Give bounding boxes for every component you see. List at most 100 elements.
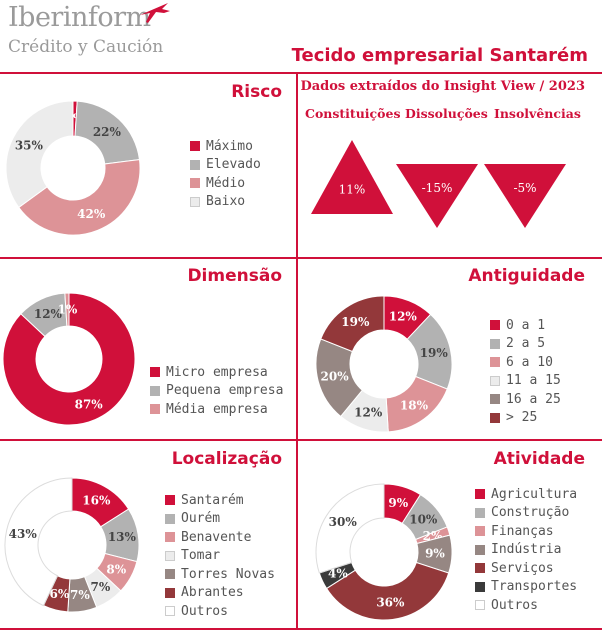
antiguidade-slice-label-3: 12% [354,406,383,420]
atividade-slice-4 [325,561,450,621]
dimensao-legend-swatch [150,367,160,378]
atividade-legend-swatch [475,581,485,592]
antiguidade-legend-swatch [490,412,500,423]
atividade-legend-swatch [475,526,485,537]
localizacao-donut-chart: 16%13%8%7%7%6%43% [4,477,140,613]
atividade-slice-label-6: 30% [329,515,358,529]
insight-triangle-label-1: -15% [422,181,453,195]
antiguidade-legend-item: 0 a 1 [490,316,561,335]
dimensao-legend-swatch [150,385,160,396]
dimensao-slice-label-1: 12% [34,307,63,321]
insight-triangle-1 [396,164,478,228]
divider-top [0,72,602,74]
localizacao-legend-swatch [165,532,175,543]
risco-legend-item: Médio [190,174,261,193]
insight-triangle-label-2: -5% [513,181,536,195]
atividade-slice-label-1: 10% [409,512,438,526]
atividade-donut-chart: 9%10%2%9%36%4%30% [315,483,453,621]
dimensao-legend-item: Micro empresa [150,363,283,382]
risco-slice-label-2: 42% [77,207,106,221]
localizacao-legend-swatch [165,550,175,561]
insight-triangle-label-0: 11% [339,182,366,196]
divider-row2 [0,439,602,441]
atividade-legend-item: Agricultura [475,485,577,504]
antiguidade-legend-label: > 25 [506,410,538,426]
risco-legend-label: Elevado [206,157,261,173]
risco-legend-swatch [190,141,200,152]
localizacao-legend-item: Abrantes [165,584,275,603]
insight-col-insolvencias: Insolvências [494,106,581,121]
localizacao-legend-item: Benavente [165,528,275,547]
atividade-legend-label: Outros [491,597,538,613]
atividade-legend-swatch [475,507,485,518]
risco-legend-swatch [190,159,200,170]
antiguidade-legend-item: 6 a 10 [490,353,561,372]
localizacao-legend-swatch [165,587,175,598]
atividade-legend-item: Finanças [475,522,577,541]
brand-logo-tagline: Crédito y Caución [8,37,164,57]
localizacao-slice-label-3: 7% [91,580,111,594]
atividade-slice-label-4: 36% [376,596,405,610]
antiguidade-slice-5 [320,295,385,353]
localizacao-legend-item: Outros [165,602,275,621]
atividade-slice-label-5: 4% [328,567,348,581]
localizacao-slice-label-0: 16% [82,494,111,508]
atividade-legend-swatch [475,563,485,574]
atividade-legend-swatch [475,489,485,500]
antiguidade-legend-swatch [490,320,500,331]
antiguidade-legend-label: 6 a 10 [506,354,553,370]
risco-legend: Máximo Elevado Médio Baixo [190,137,261,211]
dimensao-donut-chart: 87% 12%1% [2,292,136,426]
localizacao-slice-label-1: 13% [108,530,137,544]
risco-legend-swatch [190,178,200,189]
localizacao-slice-label-6: 43% [9,527,38,541]
atividade-legend-label: Construção [491,505,570,521]
antiguidade-slice-label-5: 19% [341,315,370,329]
dimensao-legend-label: Micro empresa [166,364,268,380]
section-title-localizacao: Localização [171,449,282,469]
antiguidade-legend-label: 11 a 15 [506,373,561,389]
localizacao-legend-label: Torres Novas [181,566,275,582]
atividade-legend-item: Transportes [475,578,577,597]
localizacao-legend-label: Outros [181,603,228,619]
atividade-legend-swatch [475,544,485,555]
dimensao-legend-item: Média empresa [150,400,283,419]
antiguidade-legend: 0 a 1 2 a 5 6 a 10 11 a 15 16 a 25 > 25 [490,316,561,427]
section-title-antiguidade: Antiguidade [468,266,585,286]
atividade-legend-item: Construção [475,504,577,523]
brand-plane-icon [140,3,170,23]
risco-slice-2 [18,159,141,236]
antiguidade-slice-label-4: 20% [321,370,350,384]
localizacao-legend-item: Ourém [165,510,275,529]
dimensao-legend-label: Pequena empresa [166,383,284,399]
dimensao-legend-swatch [150,404,160,415]
antiguidade-legend-item: 2 a 5 [490,335,561,354]
risco-slice-label-1: 22% [93,125,122,139]
insight-subtitle: Dados extraídos do Insight View / 2023 [300,79,585,94]
risco-legend-label: Baixo [206,194,246,210]
antiguidade-legend-label: 0 a 1 [506,317,546,333]
localizacao-legend-item: Santarém [165,491,275,510]
localizacao-legend: Santarém Ourém Benavente Tomar Torres Novas A… [165,491,275,621]
insight-col-dissolucoes: Dissoluções [405,106,488,121]
antiguidade-legend-swatch [490,375,500,386]
risco-legend-swatch [190,196,200,207]
localizacao-slice-6 [4,477,73,607]
dimensao-slice-label-0: 87% [75,397,104,411]
localizacao-legend-label: Abrantes [181,585,244,601]
atividade-legend-item: Indústria [475,541,577,560]
antiguidade-slice-label-2: 18% [400,398,429,412]
antiguidade-legend-label: 16 a 25 [506,391,561,407]
atividade-slice-label-0: 9% [388,496,408,510]
antiguidade-donut-chart: 12% 19% 18% 12% 20% 19% [315,295,453,433]
antiguidade-legend-label: 2 a 5 [506,336,546,352]
localizacao-legend-label: Benavente [181,529,252,545]
atividade-legend-label: Finanças [491,523,554,539]
atividade-legend-label: Agricultura [491,486,578,502]
antiguidade-slice-label-1: 19% [420,346,449,360]
antiguidade-legend-swatch [490,394,500,405]
localizacao-legend-item: Tomar [165,547,275,566]
dimensao-legend-item: Pequena empresa [150,382,283,401]
antiguidade-legend-swatch [490,357,500,368]
localizacao-legend-label: Tomar [181,548,221,564]
